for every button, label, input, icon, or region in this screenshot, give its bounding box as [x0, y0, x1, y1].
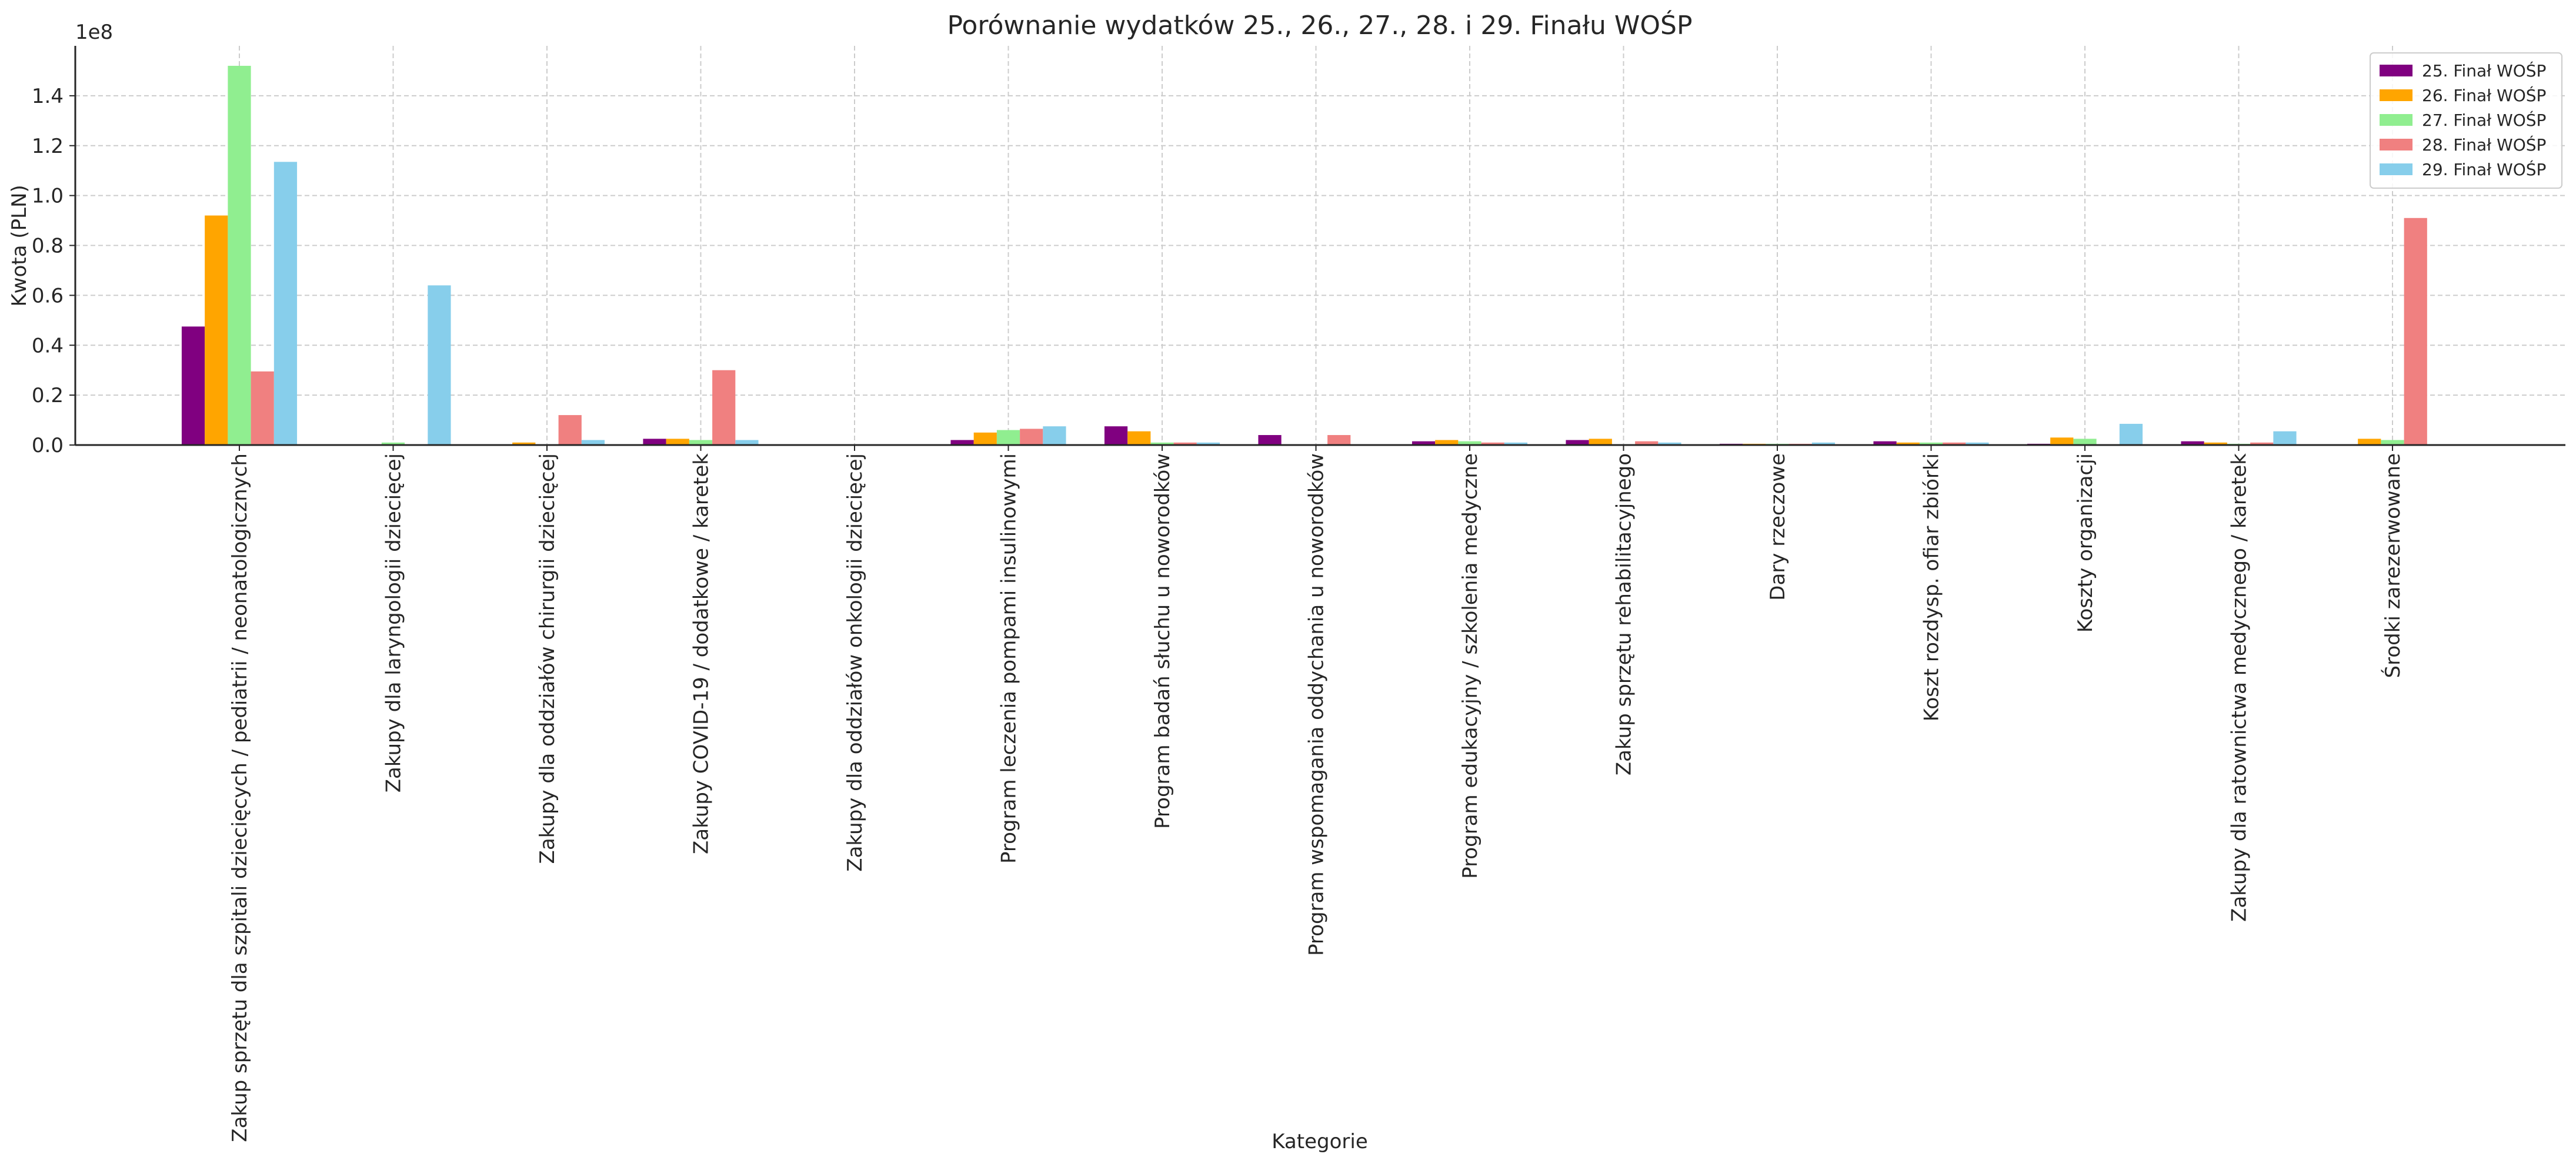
bar: [1020, 429, 1043, 445]
x-tick-label: Koszty organizacji: [2074, 453, 2097, 633]
legend-swatch: [2380, 139, 2413, 150]
x-axis-label: Kategorie: [1272, 1130, 1368, 1153]
y-multiplier-label: 1e8: [75, 21, 113, 44]
bar: [1104, 426, 1128, 445]
y-ticks: 0.0 0.2 0.4 0.6 0.8 1.0 1.2 1.4: [32, 85, 75, 457]
legend-frame: [2370, 52, 2562, 189]
grid-layer: [75, 46, 2565, 445]
x-tick-label: Zakupy dla ratownictwa medycznego / kare…: [2228, 453, 2251, 922]
x-tick-label: Zakupy COVID-19 / dodatkowe / karetek: [690, 453, 713, 854]
legend-label: 25. Finał WOŚP: [2422, 61, 2546, 81]
bar: [1566, 440, 1589, 445]
x-tick-label: Program edukacyjny / szkolenia medyczne: [1459, 453, 1482, 879]
bar: [581, 440, 605, 445]
bar: [1943, 442, 1966, 445]
x-tick-label: Środki zarezerwowane: [2381, 453, 2405, 678]
legend-label: 29. Finał WOŚP: [2422, 159, 2546, 179]
bar: [228, 65, 251, 445]
x-tick-label: Zakup sprzętu rehabilitacyjnego: [1613, 453, 1636, 775]
bar: [1481, 442, 1504, 445]
bar: [1127, 431, 1151, 445]
x-tick-label: Koszt rozdysp. ofiar zbiórki: [1920, 453, 1944, 721]
bar: [1873, 441, 1897, 445]
x-ticks: Zakup sprzętu dla szpitali dziecięcych /…: [228, 445, 2405, 1142]
legend: 25. Finał WOŚP 26. Finał WOŚP 27. Finał WO…: [2370, 52, 2562, 189]
y-tick-label: 1.2: [32, 135, 64, 158]
y-tick-label: 0.2: [32, 384, 64, 407]
y-tick-label: 0.6: [32, 284, 64, 307]
x-tick-label: Zakupy dla oddziałów chirurgii dziecięce…: [536, 453, 559, 864]
legend-label: 28. Finał WOŚP: [2422, 135, 2546, 155]
bar: [1258, 435, 1282, 445]
legend-swatch: [2380, 114, 2413, 126]
bar: [2204, 442, 2227, 445]
bar: [1458, 441, 1481, 445]
legend-swatch: [2380, 163, 2413, 175]
x-tick-label: Dary rzeczowe: [1766, 453, 1790, 601]
bar: [2404, 218, 2427, 445]
x-tick-label: Program leczenia pompami insulinowymi: [997, 453, 1021, 864]
bar: [666, 439, 689, 445]
bar: [950, 440, 974, 445]
x-tick-label: Program badań słuchu u noworodków: [1151, 453, 1174, 829]
bar: [2273, 431, 2297, 445]
bar: [512, 442, 536, 445]
x-tick-label: Zakupy dla oddziałów onkologii dziecięce…: [843, 453, 867, 872]
bar: [1327, 435, 1351, 445]
bar: [712, 370, 736, 445]
bar: [2250, 442, 2274, 445]
bar: [181, 326, 205, 445]
bar: [1412, 441, 1436, 445]
legend-swatch: [2380, 89, 2413, 101]
y-tick-label: 0.8: [32, 235, 64, 258]
bar: [2073, 439, 2097, 445]
legend-swatch: [2380, 65, 2413, 76]
bar: [1196, 442, 1220, 445]
legend-label: 26. Finał WOŚP: [2422, 85, 2546, 105]
bar: [2119, 423, 2143, 445]
bar: [1896, 442, 1920, 445]
bar: [2381, 440, 2404, 445]
x-tick-label: Program wspomagania oddychania u noworod…: [1305, 453, 1329, 956]
bar: [428, 285, 451, 445]
bar: [2181, 441, 2204, 445]
y-tick-label: 0.4: [32, 334, 64, 357]
bar: [1435, 440, 1459, 445]
bar: [996, 430, 1020, 445]
bar: [1811, 442, 1836, 445]
bar: [273, 162, 298, 445]
y-tick-label: 1.0: [32, 185, 64, 208]
bar: [1635, 441, 1659, 445]
bar: [1504, 442, 1528, 445]
bar: [1966, 442, 1989, 445]
bar: [2050, 437, 2074, 445]
bar: [381, 442, 405, 445]
bar: [973, 432, 997, 445]
chart-title: Porównanie wydatków 25., 26., 27., 28. i…: [947, 9, 1692, 41]
y-tick-label: 1.4: [32, 85, 64, 108]
bar: [558, 415, 582, 445]
y-axis-label: Kwota (PLN): [8, 185, 31, 306]
bar: [2358, 439, 2381, 445]
x-tick-label: Zakupy dla laryngologii dziecięcej: [382, 453, 406, 792]
bars-layer: [181, 65, 2427, 445]
bar: [205, 215, 228, 445]
bar: [689, 440, 713, 445]
legend-label: 27. Finał WOŚP: [2422, 110, 2546, 130]
y-tick-label: 0.0: [32, 434, 64, 457]
bar: [1589, 439, 1612, 445]
bar: [735, 440, 759, 445]
x-tick-label: Zakup sprzętu dla szpitali dziecięcych /…: [228, 453, 252, 1142]
bar: [643, 439, 666, 445]
bar: [1919, 442, 1943, 445]
bar: [1658, 442, 1681, 445]
bar: [1150, 442, 1174, 445]
bar: [1173, 442, 1197, 445]
bar: [1043, 426, 1066, 445]
bar: [251, 371, 274, 445]
